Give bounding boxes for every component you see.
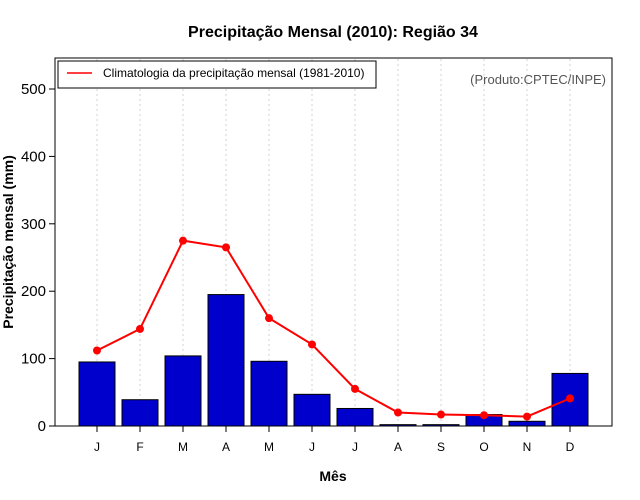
x-tick-label-2: M [178, 440, 188, 454]
climatology-point-6 [351, 384, 359, 393]
climatology-point-5 [308, 340, 316, 349]
climatology-point-11 [566, 394, 574, 403]
y-tick-label-1: 100 [21, 351, 46, 368]
plot-frame [54, 57, 613, 427]
legend: Climatologia da precipitação mensal (198… [57, 60, 377, 89]
x-tick-label-11: D [566, 440, 575, 454]
climatology-point-3 [222, 243, 230, 252]
x-tick-label-9: O [479, 440, 488, 454]
x-tick-label-1: F [136, 440, 143, 454]
bar-0 [78, 361, 116, 427]
climatology-point-9 [480, 411, 488, 420]
chart-title: Precipitação Mensal (2010): Região 34 [188, 24, 478, 41]
bar-3 [207, 294, 245, 427]
x-tick-label-7: A [394, 440, 402, 454]
climatology-point-2 [179, 236, 187, 245]
climatology-point-1 [136, 324, 144, 333]
bar-2 [164, 355, 202, 427]
line-layer [93, 236, 574, 421]
x-tick-label-4: M [264, 440, 274, 454]
bar-10 [508, 420, 546, 427]
bar-4 [250, 360, 288, 427]
climatology-line [96, 239, 571, 418]
x-tick-label-5: J [309, 440, 315, 454]
legend-label-climatology: Climatologia da precipitação mensal (198… [103, 66, 364, 80]
climatology-point-7 [394, 408, 402, 417]
x-tick-label-0: J [94, 440, 100, 454]
climatology-point-4 [265, 314, 273, 323]
y-tick-label-2: 200 [21, 283, 46, 300]
bar-layer [78, 294, 589, 427]
climatology-point-10 [523, 412, 531, 421]
y-tick-label-4: 400 [21, 148, 46, 165]
climatology-point-8 [437, 410, 445, 419]
y-tick-label-0: 0 [38, 418, 46, 435]
bar-6 [336, 407, 374, 427]
x-tick-label-10: N [523, 440, 532, 454]
y-tick-label-5: 500 [21, 81, 46, 98]
x-axis-title: Mês [319, 468, 346, 484]
x-tick-label-3: A [222, 440, 230, 454]
y-axis: 0 100 200 300 400 500 [21, 81, 55, 435]
y-axis-title: Precipitação mensal (mm) [0, 155, 16, 329]
y-tick-label-3: 300 [21, 216, 46, 233]
climatology-point-0 [93, 346, 101, 355]
bar-1 [121, 399, 159, 427]
legend-box [57, 60, 377, 89]
x-tick-label-6: J [352, 440, 358, 454]
bar-5 [293, 393, 331, 427]
source-note: (Produto:CPTEC/INPE) [470, 72, 606, 87]
x-tick-label-8: S [437, 440, 445, 454]
